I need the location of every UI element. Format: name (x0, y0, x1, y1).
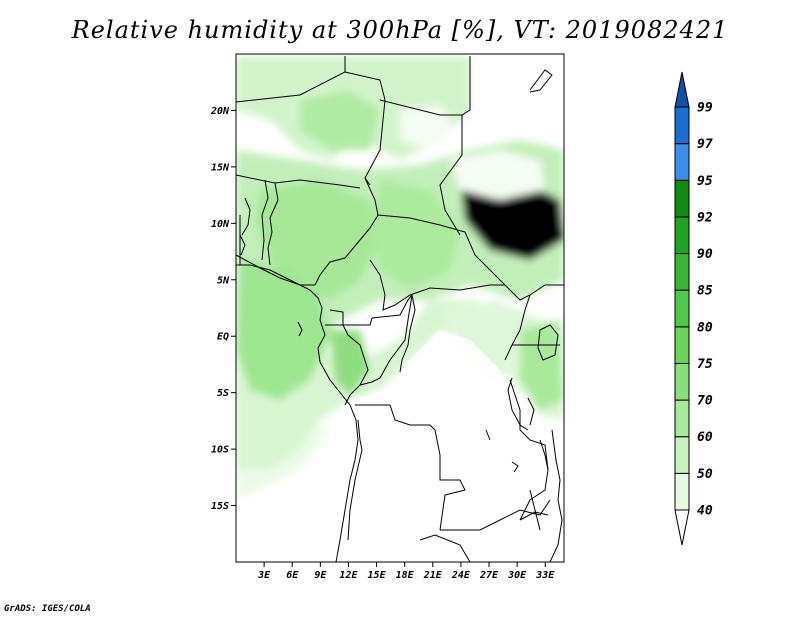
colorbar-label: 50 (697, 467, 713, 482)
colorbar-label: 40 (697, 504, 713, 519)
lat-tick-label: 15N (211, 162, 230, 173)
lon-tick-label: 21E (423, 570, 443, 581)
colorbar-top-triangle (674, 71, 690, 108)
colorbar-label: 80 (697, 320, 713, 335)
colorbar-segment (674, 399, 690, 438)
colorbar-label: 85 (697, 284, 713, 299)
colorbar-segment (674, 436, 690, 474)
colorbar-segment (674, 472, 690, 511)
map-frame (235, 53, 565, 563)
footer-credit: GrADS: IGES/COLA (4, 604, 91, 614)
lat-tick-label: 10S (211, 445, 229, 456)
lon-tick-label: 9E (314, 570, 327, 581)
lat-tick-label: 5S (217, 388, 229, 399)
lon-tick-label: 15E (368, 570, 387, 581)
lon-tick-label: 27E (479, 570, 499, 581)
lon-tick-label: 12E (339, 570, 358, 581)
lon-tick-label: 18E (396, 570, 415, 581)
coastlines (236, 69, 559, 562)
axis-ticks: 20N 15N 10N 5N EQ 5S 10S 15S 3E 6E 9E 12E 15E 18E 21E 2… (210, 106, 555, 581)
colorbar-segment (674, 326, 690, 364)
colorbar-bottom-triangle (674, 509, 690, 546)
lat-tick-label: 20N (210, 106, 230, 117)
colorbar-segment (674, 253, 690, 291)
colorbar-label: 90 (697, 247, 713, 262)
lon-tick-label: 33E (535, 570, 555, 581)
colorbar-label: 70 (697, 394, 713, 409)
lon-tick-label: 24E (451, 570, 471, 581)
colorbar-segment (674, 179, 690, 218)
colorbar-label: 95 (697, 174, 713, 189)
colorbar-label: 75 (697, 357, 713, 372)
lon-tick-label: 30E (507, 570, 527, 581)
colorbar-label: 92 (697, 210, 713, 225)
lat-tick-label: 10N (211, 219, 230, 230)
map-title: Relative humidity at 300hPa [%], VT: 201… (71, 16, 729, 44)
colorbar-label: 60 (697, 430, 713, 445)
country-borders (236, 56, 564, 562)
colorbar-segment (674, 289, 690, 328)
colorbar-segment (674, 143, 690, 181)
colorbar-segment (674, 106, 690, 145)
colorbar-segment (674, 362, 690, 401)
colorbar-label: 99 (697, 101, 713, 116)
colorbar-label: 97 (697, 137, 713, 152)
lon-tick-label: 6E (286, 570, 299, 581)
lon-tick-label: 3E (257, 570, 271, 581)
lat-tick-label: 15S (211, 501, 229, 512)
lat-tick-label: 5N (217, 275, 230, 286)
colorbar-segment (674, 216, 690, 255)
colorbar: 40 50 60 70 75 80 85 90 92 95 97 99 (674, 71, 713, 546)
lat-tick-label: EQ (217, 332, 229, 343)
humidity-field (236, 56, 564, 562)
